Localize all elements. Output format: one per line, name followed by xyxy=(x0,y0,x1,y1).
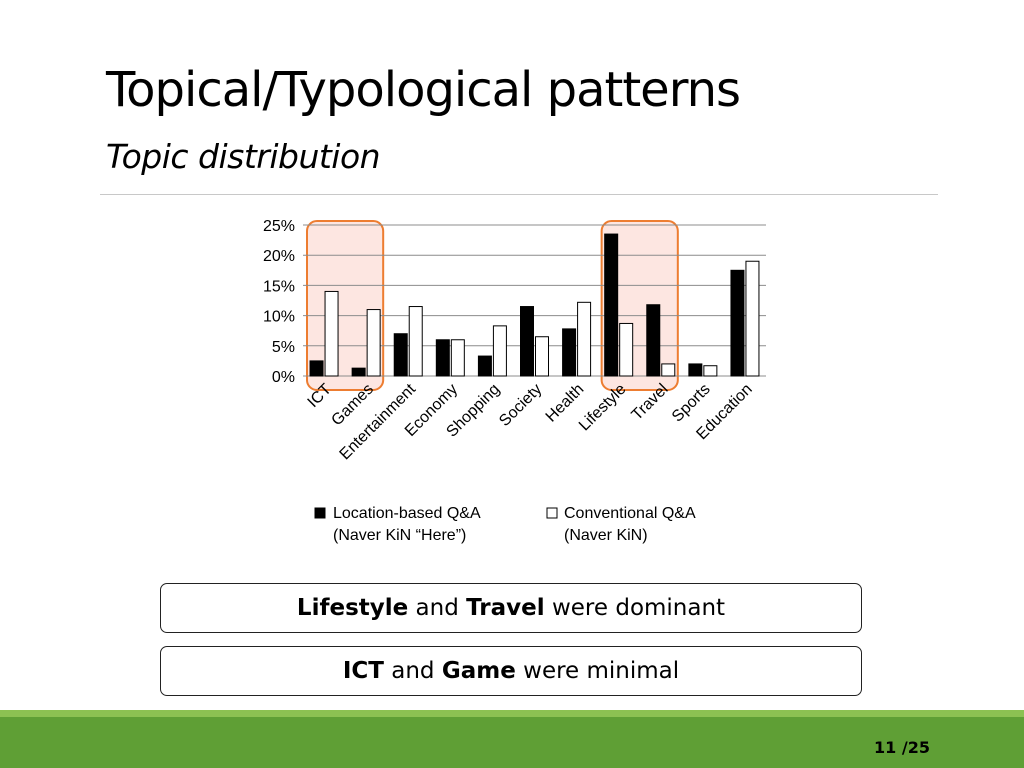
legend-label-location: Location-based Q&A xyxy=(333,505,481,522)
bar-conventional-entertainment xyxy=(408,306,423,377)
legend-swatch-conventional xyxy=(546,507,558,519)
callout-minimal-topic-1: ICT xyxy=(342,658,384,684)
callout-minimal-and: and xyxy=(383,658,442,684)
y-tick-label: 15% xyxy=(263,278,295,295)
bar-conventional-education xyxy=(745,260,760,377)
y-tick-label: 20% xyxy=(263,248,295,265)
slide-subtitle: Topic distribution xyxy=(106,137,381,176)
callout-minimal-rest: were minimal xyxy=(515,658,680,684)
callout-dominant-rest: were dominant xyxy=(544,595,726,621)
footer-accent-bar xyxy=(0,710,1024,717)
page-number: 11 /25 xyxy=(874,738,930,757)
bar-conventional-society xyxy=(535,336,549,377)
x-tick-label-lifestyle: Lifestyle xyxy=(576,381,630,435)
footer-bar xyxy=(0,717,1024,768)
x-tick-label-society: Society xyxy=(496,381,545,430)
chart-bars xyxy=(309,233,760,377)
bar-conventional-economy xyxy=(450,339,465,377)
legend-swatch-location xyxy=(314,507,326,519)
callout-minimal-topic-2: Game xyxy=(441,658,516,684)
bar-location-shopping xyxy=(477,355,492,377)
callout-minimal: ICT and Game were minimal xyxy=(160,646,862,696)
chart-legend: Location-based Q&A Conventional Q&A xyxy=(314,505,696,522)
bar-location-entertainment xyxy=(393,333,408,377)
bar-location-economy xyxy=(435,339,450,377)
bar-location-ict xyxy=(309,360,324,377)
callout-dominant-and: and xyxy=(408,595,467,621)
legend-note-conventional: (Naver KiN) xyxy=(564,527,648,544)
legend-note-location: (Naver KiN “Here”) xyxy=(333,527,467,544)
callout-dominant-topic-2: Travel xyxy=(466,595,545,621)
y-tick-label: 10% xyxy=(263,309,295,326)
bar-conventional-ict xyxy=(324,290,339,377)
bar-location-health xyxy=(562,328,577,377)
bar-location-society xyxy=(520,306,534,377)
bar-conventional-health xyxy=(577,301,592,377)
slide-title: Topical/Typological patterns xyxy=(106,62,741,118)
bar-conventional-travel xyxy=(661,363,676,377)
y-tick-label: 5% xyxy=(272,339,295,356)
bar-location-travel xyxy=(646,304,661,377)
callout-dominant: Lifestyle and Travel were dominant xyxy=(160,583,862,633)
legend-label-conventional: Conventional Q&A xyxy=(564,505,696,522)
bar-conventional-games xyxy=(366,309,381,377)
y-tick-label: 25% xyxy=(263,218,295,235)
y-axis-ticks: 0% 5% 10% 15% 20% 25% xyxy=(263,218,295,386)
bar-location-lifestyle xyxy=(604,233,619,377)
bar-location-education xyxy=(730,269,745,377)
topic-distribution-chart: 0% 5% 10% 15% 20% 25% ICTGamesEntertainmentEc… xyxy=(263,218,766,522)
bar-location-games xyxy=(351,367,366,377)
bar-conventional-shopping xyxy=(492,325,507,377)
title-divider xyxy=(100,194,938,195)
y-tick-label: 0% xyxy=(272,369,295,386)
bar-conventional-sports xyxy=(703,365,718,377)
bar-location-sports xyxy=(688,363,703,377)
x-axis-ticks: ICTGamesEntertainmentEconomyShoppingSoci… xyxy=(305,380,756,463)
callout-dominant-topic-1: Lifestyle xyxy=(296,595,409,621)
bar-conventional-lifestyle xyxy=(619,322,634,377)
